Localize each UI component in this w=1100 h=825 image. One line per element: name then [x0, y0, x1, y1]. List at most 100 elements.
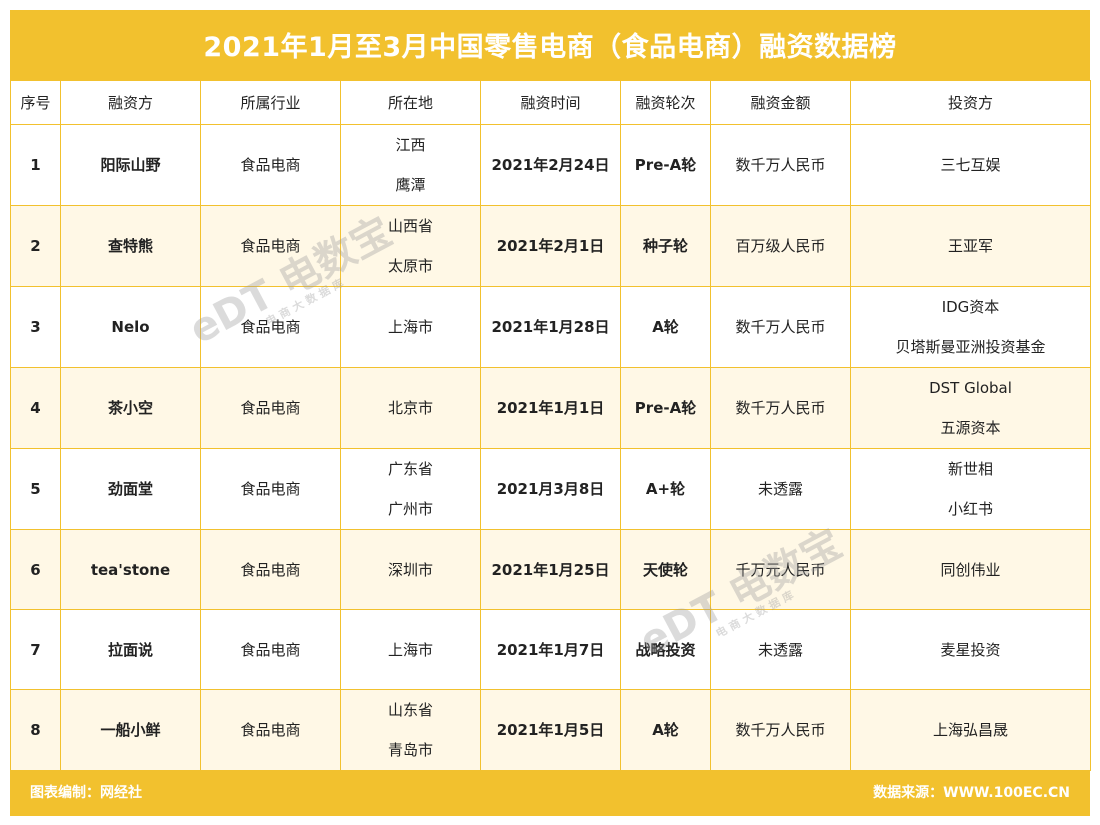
- cell-company: 查特熊: [60, 205, 201, 287]
- cell-amount: 未透露: [710, 609, 851, 690]
- location-line: 青岛市: [387, 741, 433, 759]
- cell-location: 山东省 青岛市: [340, 689, 481, 771]
- cell-amount: 数千万人民币: [710, 689, 851, 771]
- cell-no: 1: [10, 124, 61, 206]
- location-line: 广东省: [387, 460, 433, 478]
- cell-no: 6: [10, 529, 61, 610]
- table-row: 5 劲面堂 食品电商 广东省广州市 2021月3月8日 A+轮 未透露 新世相小…: [10, 448, 1091, 530]
- cell-investors: 上海弘昌晟: [850, 689, 1091, 771]
- header-round: 融资轮次: [620, 80, 711, 125]
- cell-round: Pre-A轮: [620, 124, 711, 206]
- cell-company: 一船小鲜: [60, 689, 201, 771]
- table-row: 6 tea'stone 食品电商 深圳市 2021年1月25日 天使轮 千万元人…: [10, 529, 1091, 610]
- investor-line: 麦星投资: [940, 640, 1001, 659]
- cell-round: Pre-A轮: [620, 367, 711, 449]
- location-line: 北京市: [387, 399, 433, 417]
- header-no: 序号: [10, 80, 61, 125]
- cell-amount: 未透露: [710, 448, 851, 530]
- cell-date: 2021年2月24日: [480, 124, 621, 206]
- cell-no: 3: [10, 286, 61, 368]
- cell-investors: IDG资本贝塔斯曼亚洲投资基金: [850, 286, 1091, 368]
- cell-amount: 数千万人民币: [710, 286, 851, 368]
- investor-line: IDG资本: [941, 298, 1000, 316]
- cell-company: 劲面堂: [60, 448, 201, 530]
- funding-table: 序号 融资方 所属行业 所在地 融资时间 融资轮次 融资金额 投资方 1 阳际山…: [10, 80, 1091, 771]
- header-industry: 所属行业: [200, 80, 341, 125]
- cell-round: A轮: [620, 286, 711, 368]
- investor-line: 三七互娱: [940, 156, 1001, 174]
- investor-line: 同创伟业: [940, 560, 1001, 579]
- investor-line: 新世相: [947, 460, 993, 478]
- cell-industry: 食品电商: [200, 448, 341, 530]
- cell-amount: 百万级人民币: [710, 205, 851, 287]
- footer-source: 数据来源：WWW.100EC.CN: [873, 785, 1070, 801]
- location-line: 山西省: [387, 217, 433, 235]
- table-row: 2 查特熊 食品电商 山西省 太原市 2021年2月1日 种子轮 百万级人民币 王…: [10, 205, 1091, 287]
- cell-industry: 食品电商: [200, 205, 341, 287]
- header-date: 融资时间: [480, 80, 621, 125]
- cell-round: 战略投资: [620, 609, 711, 690]
- cell-date: 2021年1月7日: [480, 609, 621, 690]
- header-investors: 投资方: [850, 80, 1091, 125]
- cell-date: 2021年1月28日: [480, 286, 621, 368]
- location-line: 上海市: [387, 318, 433, 336]
- cell-location: 广东省 广州市: [340, 448, 481, 530]
- location-line: 广州市: [387, 500, 433, 518]
- investor-line: 上海弘昌晟: [932, 721, 1008, 739]
- location-line: 太原市: [387, 257, 433, 275]
- cell-date: 2021年1月5日: [480, 689, 621, 771]
- cell-company: tea'stone: [60, 529, 201, 610]
- cell-company: 阳际山野: [60, 124, 201, 206]
- location-line: 上海市: [387, 640, 433, 659]
- investor-line: 五源资本: [940, 419, 1001, 437]
- cell-location: 上海市: [340, 609, 481, 690]
- cell-investors: 新世相 小红书: [850, 448, 1091, 530]
- cell-no: 4: [10, 367, 61, 449]
- cell-location: 江西 鹰潭: [340, 124, 481, 206]
- table-row: 8 一船小鲜 食品电商 山东省 青岛市 2021年1月5日 A轮 数千万人民币 上…: [10, 689, 1091, 771]
- cell-round: 天使轮: [620, 529, 711, 610]
- header-company: 融资方: [60, 80, 201, 125]
- cell-round: A+轮: [620, 448, 711, 530]
- footer-bar: 图表编制：网经社 数据来源：WWW.100EC.CN: [10, 768, 1090, 816]
- cell-investors: 麦星投资: [850, 609, 1091, 690]
- cell-amount: 数千万人民币: [710, 367, 851, 449]
- cell-no: 8: [10, 689, 61, 771]
- page-title: 2021年1月至3月中国零售电商（食品电商）融资数据榜: [203, 31, 897, 63]
- cell-no: 5: [10, 448, 61, 530]
- investor-line: 贝塔斯曼亚洲投资基金: [895, 338, 1046, 356]
- table-row: 7 拉面说 食品电商 上海市 2021年1月7日 战略投资 未透露 麦星投资: [10, 609, 1091, 690]
- cell-investors: 同创伟业: [850, 529, 1091, 610]
- table-row: 1 阳际山野 食品电商 江西鹰潭 2021年2月24日 Pre-A轮 数千万人民…: [10, 124, 1091, 206]
- cell-location: 山西省 太原市: [340, 205, 481, 287]
- investor-line: 小红书: [947, 500, 993, 518]
- cell-date: 2021年1月1日: [480, 367, 621, 449]
- cell-date: 2021年1月25日: [480, 529, 621, 610]
- cell-company: Nelo: [60, 286, 201, 368]
- location-line: 鹰潭: [395, 176, 426, 194]
- cell-location: 深圳市: [340, 529, 481, 610]
- cell-industry: 食品电商: [200, 124, 341, 206]
- cell-investors: DST Global 五源资本: [850, 367, 1091, 449]
- report-frame: 2021年1月至3月中国零售电商（食品电商）融资数据榜 序号 融资方 所属行业 …: [10, 10, 1091, 816]
- table-row: 3 Nelo 食品电商 上海市 2021年1月28日 A轮 数千万人民币 IDG…: [10, 286, 1091, 368]
- cell-company: 拉面说: [60, 609, 201, 690]
- cell-industry: 食品电商: [200, 529, 341, 610]
- cell-investors: 王亚军: [850, 205, 1091, 287]
- investor-line: 王亚军: [947, 237, 993, 255]
- table-header-row: 序号 融资方 所属行业 所在地 融资时间 融资轮次 融资金额 投资方: [10, 80, 1091, 125]
- cell-industry: 食品电商: [200, 367, 341, 449]
- cell-round: A轮: [620, 689, 711, 771]
- cell-location: 北京市: [340, 367, 481, 449]
- location-line: 深圳市: [387, 560, 433, 579]
- cell-no: 7: [10, 609, 61, 690]
- cell-round: 种子轮: [620, 205, 711, 287]
- cell-amount: 数千万人民币: [710, 124, 851, 206]
- location-line: 江西: [395, 136, 426, 154]
- cell-industry: 食品电商: [200, 286, 341, 368]
- cell-date: 2021月3月8日: [480, 448, 621, 530]
- investor-line: DST Global: [929, 379, 1012, 397]
- footer-credit: 图表编制：网经社: [30, 785, 142, 801]
- table-row: 4 茶小空 食品电商 北京市 2021年1月1日 Pre-A轮 数千万人民币 D…: [10, 367, 1091, 449]
- cell-company: 茶小空: [60, 367, 201, 449]
